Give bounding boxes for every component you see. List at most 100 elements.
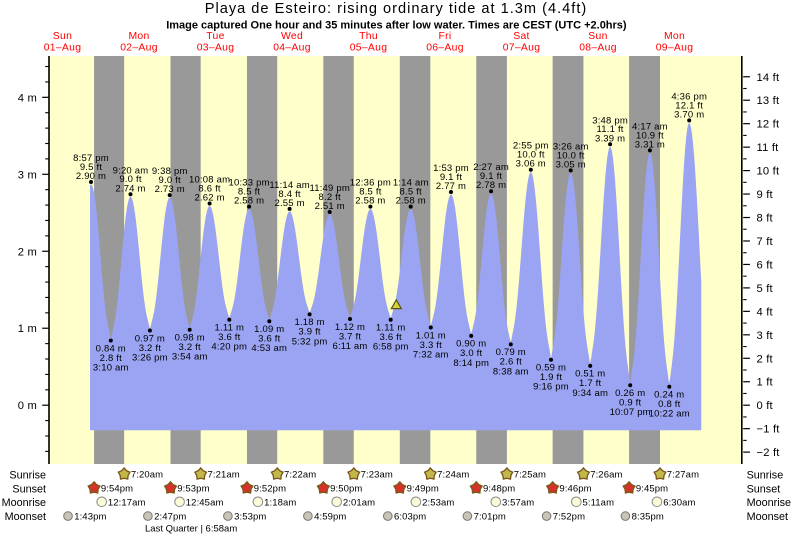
svg-text:8:57 pm: 8:57 pm — [73, 153, 109, 164]
svg-text:11 ft: 11 ft — [757, 142, 780, 154]
svg-text:12:36 pm: 12:36 pm — [350, 178, 391, 189]
svg-text:8.4 ft: 8.4 ft — [278, 189, 300, 200]
svg-text:0 m: 0 m — [18, 400, 37, 412]
svg-text:Moonrise: Moonrise — [2, 497, 46, 509]
svg-text:12:45am: 12:45am — [186, 497, 224, 508]
svg-text:9:49pm: 9:49pm — [407, 484, 439, 495]
svg-text:5 ft: 5 ft — [757, 283, 774, 295]
svg-text:10 ft: 10 ft — [757, 166, 780, 178]
svg-text:1.09 m: 1.09 m — [254, 324, 284, 335]
svg-text:8.6 ft: 8.6 ft — [198, 183, 220, 194]
svg-text:0.90 m: 0.90 m — [456, 339, 486, 350]
svg-text:9 ft: 9 ft — [757, 189, 774, 201]
svg-text:8 ft: 8 ft — [757, 213, 774, 225]
svg-text:2:27 am: 2:27 am — [473, 162, 509, 173]
svg-text:11.1 ft: 11.1 ft — [597, 124, 624, 135]
svg-text:Tue: Tue — [206, 31, 224, 42]
svg-text:8.5 ft: 8.5 ft — [400, 187, 422, 198]
svg-text:9:46pm: 9:46pm — [559, 484, 591, 495]
svg-text:12.1 ft: 12.1 ft — [675, 100, 703, 111]
svg-text:9:54pm: 9:54pm — [101, 484, 133, 495]
svg-text:13 ft: 13 ft — [757, 95, 780, 107]
svg-text:7:23am: 7:23am — [361, 470, 393, 481]
svg-text:Moonset: Moonset — [5, 511, 46, 523]
svg-text:4:59pm: 4:59pm — [314, 512, 346, 523]
svg-text:8:35pm: 8:35pm — [632, 512, 664, 523]
svg-text:3.7 ft: 3.7 ft — [339, 331, 361, 342]
svg-text:9.1 ft: 9.1 ft — [480, 171, 502, 182]
svg-text:Sunset: Sunset — [12, 483, 46, 495]
svg-text:1.11 m: 1.11 m — [215, 323, 245, 334]
svg-text:Playa de Esteiro: rising ordi: Playa de Esteiro: rising ordinary tide a… — [205, 1, 588, 17]
svg-text:4 m: 4 m — [18, 92, 37, 104]
svg-text:8:14 pm: 8:14 pm — [453, 358, 489, 369]
svg-text:0.8 ft: 0.8 ft — [658, 399, 680, 410]
svg-text:9:38 pm: 9:38 pm — [152, 166, 188, 177]
svg-text:0.26 m: 0.26 m — [615, 388, 645, 399]
svg-text:2 m: 2 m — [18, 246, 37, 258]
svg-text:1.7 ft: 1.7 ft — [579, 378, 601, 389]
svg-text:08–Aug: 08–Aug — [579, 42, 617, 53]
svg-text:8:38 am: 8:38 am — [493, 366, 529, 377]
svg-text:3:26 pm: 3:26 pm — [132, 352, 168, 363]
svg-text:7:24am: 7:24am — [437, 470, 469, 481]
svg-text:04–Aug: 04–Aug — [273, 42, 311, 53]
svg-text:9.0 ft: 9.0 ft — [159, 175, 181, 186]
svg-text:3:57am: 3:57am — [502, 497, 534, 508]
svg-text:−1 ft: −1 ft — [757, 424, 781, 436]
svg-text:6:30am: 6:30am — [663, 497, 695, 508]
svg-text:9:20 am: 9:20 am — [113, 165, 149, 176]
svg-text:Thu: Thu — [359, 31, 378, 42]
svg-text:3.9 ft: 3.9 ft — [298, 327, 320, 338]
svg-text:Mon: Mon — [128, 31, 149, 42]
svg-text:2.62 m: 2.62 m — [194, 193, 224, 204]
svg-text:4:36 pm: 4:36 pm — [671, 91, 707, 102]
svg-text:1:43pm: 1:43pm — [74, 512, 106, 523]
svg-text:3.05 m: 3.05 m — [556, 159, 586, 170]
svg-text:Wed: Wed — [281, 31, 303, 42]
svg-text:02–Aug: 02–Aug — [120, 42, 158, 53]
svg-text:1 m: 1 m — [18, 323, 37, 335]
svg-text:3.06 m: 3.06 m — [516, 159, 546, 170]
svg-text:Mon: Mon — [664, 31, 685, 42]
svg-text:0.97 m: 0.97 m — [135, 333, 165, 344]
svg-text:03–Aug: 03–Aug — [197, 42, 235, 53]
svg-text:1 ft: 1 ft — [757, 377, 774, 389]
svg-text:10:07 pm: 10:07 pm — [610, 407, 651, 418]
svg-text:3.2 ft: 3.2 ft — [139, 343, 161, 354]
svg-text:3.39 m: 3.39 m — [595, 133, 625, 144]
svg-text:9:52pm: 9:52pm — [254, 484, 286, 495]
svg-text:1:53 pm: 1:53 pm — [433, 163, 469, 174]
svg-text:1:18am: 1:18am — [264, 497, 296, 508]
svg-text:2.51 m: 2.51 m — [315, 201, 345, 212]
svg-text:9:53pm: 9:53pm — [177, 484, 209, 495]
svg-text:4 ft: 4 ft — [757, 306, 774, 318]
svg-text:6:03pm: 6:03pm — [394, 512, 426, 523]
svg-text:0.59 m: 0.59 m — [536, 363, 566, 374]
svg-text:10.0 ft: 10.0 ft — [517, 150, 545, 161]
svg-text:2.73 m: 2.73 m — [155, 184, 185, 195]
svg-text:2.55 m: 2.55 m — [274, 198, 304, 209]
svg-text:3.3 ft: 3.3 ft — [420, 340, 442, 351]
svg-text:0.98 m: 0.98 m — [175, 333, 205, 344]
svg-text:7 ft: 7 ft — [757, 236, 774, 248]
svg-text:1.12 m: 1.12 m — [335, 322, 365, 333]
svg-text:Sunset: Sunset — [747, 483, 781, 495]
svg-text:10.9 ft: 10.9 ft — [636, 130, 664, 141]
svg-text:3.70 m: 3.70 m — [674, 109, 704, 120]
svg-text:Sunrise: Sunrise — [747, 469, 784, 481]
svg-text:Image captured One hour and 35: Image captured One hour and 35 minutes a… — [166, 20, 627, 32]
svg-text:2.58 m: 2.58 m — [234, 196, 264, 207]
svg-text:Sat: Sat — [513, 31, 530, 42]
svg-text:Moonrise: Moonrise — [747, 497, 791, 509]
svg-text:2.6 ft: 2.6 ft — [500, 357, 522, 368]
svg-text:3:10 am: 3:10 am — [93, 362, 129, 373]
svg-text:2.90 m: 2.90 m — [76, 171, 106, 182]
svg-text:2:55 pm: 2:55 pm — [513, 141, 549, 152]
svg-text:9:45pm: 9:45pm — [636, 484, 668, 495]
svg-text:10.0 ft: 10.0 ft — [557, 150, 585, 161]
svg-text:6:11 am: 6:11 am — [332, 341, 367, 352]
svg-text:7:32 am: 7:32 am — [413, 349, 449, 360]
svg-text:10:08 am: 10:08 am — [189, 175, 230, 186]
svg-text:9.1 ft: 9.1 ft — [440, 172, 462, 183]
